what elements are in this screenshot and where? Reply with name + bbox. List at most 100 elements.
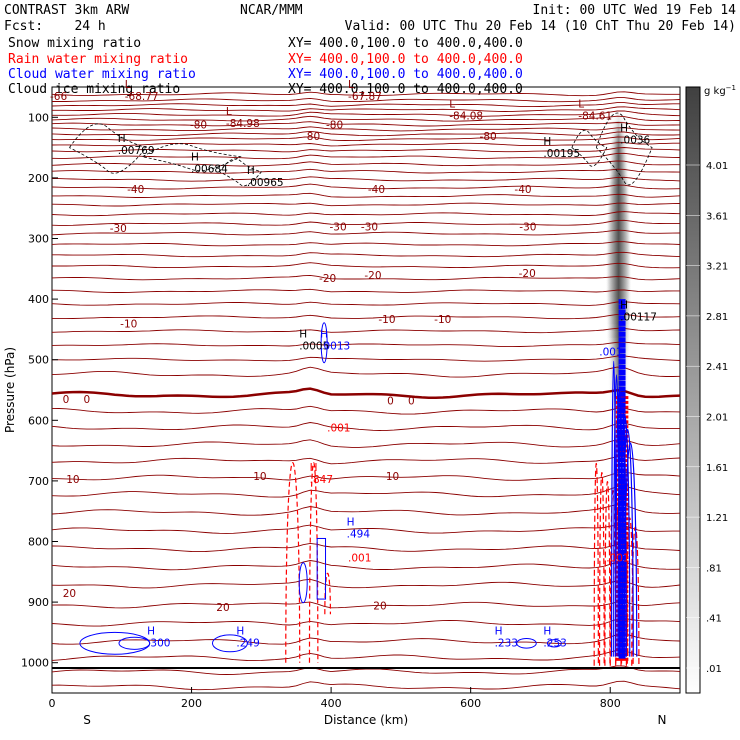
cloud-water-core-segment: [618, 620, 626, 626]
isotherm-label: -20: [519, 268, 536, 280]
cloud-water-core-segment: [618, 468, 626, 474]
cloud-water-contour: [617, 401, 627, 657]
cloud-water-core-segment: [618, 342, 626, 348]
cloud-water-core-segment: [618, 326, 626, 332]
isotherm-label: -40: [514, 184, 531, 196]
y-axis-ticks: 100 200 300 400 500 600 700 800 900 1000: [21, 111, 58, 670]
extremum-marker: H: [320, 329, 328, 341]
cloud-water-core-segment: [618, 310, 626, 316]
extremum-value: .249: [236, 638, 259, 650]
cloud-water-core-segment: [618, 440, 626, 446]
isotherm-line: [52, 130, 680, 137]
cloud-water-core-segment: [618, 353, 626, 359]
cloud-water-core-segment: [618, 609, 626, 615]
extremum-value: .00684: [191, 164, 228, 176]
colorbar-labels: 4.01 3.61 3.21 2.81 2.41 2.01 1.61 1.21 .81 .41 .0…: [706, 161, 728, 675]
isotherm-line: [52, 241, 680, 247]
cloud-water-contours: [79, 299, 638, 659]
isotherm-line: [52, 192, 680, 198]
extremum-marker: H: [543, 626, 551, 638]
y-tick-label: 900: [28, 596, 49, 609]
cloud-water-core-segment: [618, 391, 626, 397]
x-axis-south-label: S: [83, 713, 91, 727]
colorbar-divisions: [686, 164, 700, 669]
y-tick-label: 300: [28, 233, 49, 246]
isotherm-line: [52, 97, 680, 103]
isotherm-label: 0: [84, 394, 91, 406]
rain-contour: [308, 462, 319, 663]
extremum-value: .001: [327, 422, 350, 434]
cloud-water-core-segment: [618, 457, 626, 463]
cloud-water-core-segment: [618, 484, 626, 490]
isotherm-line: [52, 504, 680, 516]
isotherm-label: -30: [519, 221, 536, 233]
extremum-marker: H: [543, 136, 551, 148]
cloud-water-core-segment: [618, 402, 626, 408]
cloud-water-core-segment: [618, 435, 626, 441]
extremum-marker: L: [226, 106, 232, 118]
extremum-value: .494: [347, 528, 371, 540]
isotherm-label: -30: [361, 221, 378, 233]
isotherm-label: -30: [330, 221, 347, 233]
rain-contour: [285, 462, 301, 663]
cloud-water-core-segment: [618, 408, 626, 414]
isotherm-line: [52, 542, 680, 553]
cloud-water-core-segment: [618, 615, 626, 621]
colorbar: 4.01 3.61 3.21 2.81 2.41 2.01 1.61 1.21 .81 .41 .0…: [685, 84, 736, 694]
extremum-marker: H: [118, 133, 126, 145]
cloud-water-contour: [298, 562, 308, 604]
cloud-water-core-segment: [618, 506, 626, 512]
x-tick-label: 200: [181, 697, 202, 710]
isotherm-label: -30: [110, 223, 127, 235]
extremum-value: .001: [599, 347, 622, 359]
isotherm-line: [52, 219, 680, 226]
isotherm-label: -10: [120, 318, 137, 330]
extremum-marker: H: [347, 516, 355, 528]
extremum-value: .001: [348, 553, 371, 565]
isotherm-line: [52, 313, 680, 320]
cloud-water-core-segment: [618, 653, 626, 659]
cloud-water-core-segment: [618, 315, 626, 321]
isotherm-line: [52, 524, 680, 534]
cloud-water-core-segment: [618, 331, 626, 337]
cloud-water-core-segment: [618, 500, 626, 506]
y-tick-label: 1000: [21, 657, 49, 670]
cloud-water-core-segment: [618, 304, 626, 310]
extremum-value: .00117: [620, 311, 657, 323]
isotherm-line: [52, 168, 680, 174]
extremum-value: .00195: [543, 148, 580, 160]
rain-contour: [609, 490, 617, 666]
cloud-ice-contour: [69, 123, 147, 174]
isotherm-line: [52, 251, 680, 258]
header-init-time: Init: 00 UTC Wed 19 Feb 14: [533, 3, 737, 18]
isotherm-line: [52, 126, 680, 132]
isotherm-line: [52, 601, 680, 609]
legend-cloud-ice-xy: XY= 400.0,100.0 to 400.0,400.0: [288, 82, 523, 97]
extremum-marker: H: [495, 626, 503, 638]
cloud-water-contour: [316, 537, 327, 600]
cloud-water-core-segment: [618, 397, 626, 403]
extremum-marker: L: [348, 79, 354, 91]
x-axis-title: Distance (km): [324, 713, 408, 727]
contour-labels: -80 -80 -80 -80 -40 -40 -40 -30 -30 -30 -30 -20 -20 -…: [63, 120, 537, 614]
cloud-water-core-segment: [618, 462, 626, 468]
cloud-water-core-segment: [618, 631, 626, 637]
colorbar-label: 3.61: [706, 211, 728, 222]
header-run-name: CONTRAST 3km ARW: [4, 3, 129, 18]
extremum-value: -84.08: [449, 110, 483, 122]
rain-contour: [324, 573, 332, 615]
y-tick-label: 200: [28, 172, 49, 185]
isotherm-line: [52, 176, 680, 182]
cloud-water-core-segment: [618, 522, 626, 528]
cloud-water-core-segment: [618, 528, 626, 534]
colorbar-ramp: [685, 86, 701, 694]
cloud-water-core-segment: [618, 495, 626, 501]
extremum-marker: L: [125, 79, 131, 91]
cloud-ice-contour: [219, 158, 263, 187]
isotherm-label: 10: [253, 471, 266, 483]
legend-rain-label: Rain water mixing ratio: [8, 52, 188, 67]
temperature-contours: [52, 91, 680, 691]
header-valid-time: Valid: 00 UTC Thu 20 Feb 14 (10 ChT Thu …: [345, 19, 736, 34]
y-tick-label: 100: [28, 111, 49, 124]
